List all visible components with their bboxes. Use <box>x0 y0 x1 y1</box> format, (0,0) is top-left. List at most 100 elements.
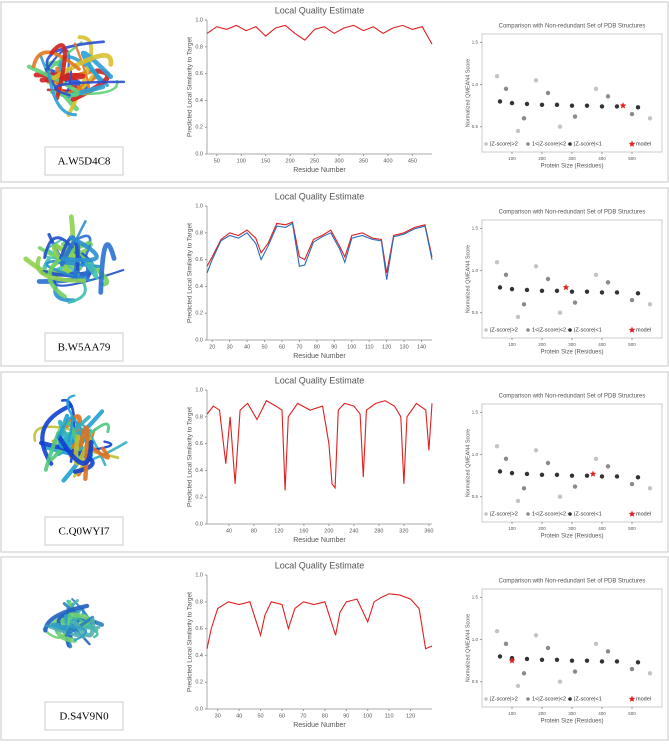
y-axis-label: Normalized QMEAN4 Score <box>465 429 471 497</box>
legend-label: |Z-score|<1 <box>574 511 602 517</box>
x-tick-label: 400 <box>598 156 606 161</box>
structure-point <box>524 656 530 662</box>
legend-label: |Z-score|>2 <box>490 327 518 333</box>
structure-point <box>647 116 653 121</box>
structure-point <box>572 300 578 305</box>
protein-ribbon <box>47 70 77 117</box>
structure-point <box>494 628 500 634</box>
y-tick-label: 0.2 <box>195 680 203 686</box>
panel-frame <box>0 1 669 183</box>
y-tick-label: 0.4 <box>195 98 203 104</box>
structure-point <box>497 654 503 659</box>
y-tick-label: 0.8 <box>195 230 203 236</box>
protein-ribbon <box>43 603 90 633</box>
structure-point <box>515 128 521 134</box>
legend-marker <box>526 697 530 701</box>
structure-point <box>614 290 620 295</box>
protein-ribbon <box>60 235 99 263</box>
x-tick-label: 300 <box>568 711 576 716</box>
x-tick-label: 80 <box>322 713 328 719</box>
structure-point <box>539 102 545 108</box>
structure-point <box>647 486 653 491</box>
y-tick-label: 0.8 <box>195 599 203 605</box>
quality-line <box>206 593 433 650</box>
legend-label: 1<|Z-score|<2 <box>532 511 566 517</box>
x-tick-label: 400 <box>598 711 606 716</box>
legend-marker <box>568 697 572 701</box>
y-tick-label: 1.0 <box>195 17 203 23</box>
y-tick-label: 0.2 <box>195 495 203 501</box>
structure-point <box>635 475 641 480</box>
y-tick-label: 1.5 <box>472 40 479 45</box>
y-tick-label: 0.6 <box>195 257 203 263</box>
x-tick-label: 320 <box>399 528 408 534</box>
structure-point <box>569 289 575 294</box>
structure-point <box>509 100 515 106</box>
protein-ribbon <box>54 80 126 97</box>
y-axis-label: Normalized QMEAN4 Score <box>465 245 471 313</box>
x-tick-label: 20 <box>209 344 215 350</box>
x-tick-label: 90 <box>343 713 349 719</box>
structure-point <box>605 280 611 285</box>
x-tick-label: 280 <box>374 528 383 534</box>
legend-label: |Z-score|<1 <box>574 696 602 702</box>
structure-point <box>521 302 527 307</box>
label-box <box>44 146 124 176</box>
x-tick-label: 40 <box>244 344 250 350</box>
structure-point <box>509 286 515 292</box>
y-tick-label: 1.5 <box>472 595 479 600</box>
y-tick-label: 1.0 <box>472 268 479 273</box>
chart-title: Local Quality Estimate <box>275 5 365 15</box>
x-tick-label: 30 <box>215 713 221 719</box>
structure-point <box>503 456 509 461</box>
chart-title: Comparison with Non-redundant Set of PDB… <box>499 24 646 30</box>
y-tick-label: 0.0 <box>195 706 203 712</box>
x-tick-label: 80 <box>314 344 320 350</box>
x-tick-label: 100 <box>508 711 516 716</box>
legend-marker <box>628 510 636 517</box>
structure-point <box>557 494 563 499</box>
x-tick-label: 30 <box>227 344 233 350</box>
x-axis-label: Residue Number <box>293 537 346 544</box>
protein-ribbon <box>87 443 110 460</box>
structure-point <box>614 104 620 109</box>
panel-label: B.W5AA79 <box>58 342 111 354</box>
structure-point <box>569 103 575 108</box>
x-tick-label: 40 <box>236 713 242 719</box>
protein-ribbon <box>56 434 94 466</box>
structure-point <box>539 288 545 293</box>
structure-point <box>605 464 611 469</box>
y-tick-label: 0.2 <box>195 125 203 131</box>
y-axis-label: Predicted Local Similarity to Target <box>187 37 194 137</box>
structure-point <box>629 297 635 303</box>
x-tick-label: 60 <box>279 713 285 719</box>
y-tick-label: 0.8 <box>195 44 203 50</box>
model-point <box>508 657 516 664</box>
y-tick-label: 0.5 <box>472 494 479 499</box>
protein-ribbon <box>80 50 114 84</box>
legend-label: 1<|Z-score|<2 <box>532 327 566 333</box>
panel-label: C.Q0WYI7 <box>58 526 110 538</box>
model-point <box>589 470 597 477</box>
protein-ribbon <box>53 268 125 287</box>
y-axis-label: Predicted Local Similarity to Target <box>187 407 194 507</box>
legend-marker <box>628 326 636 333</box>
x-tick-label: 360 <box>424 528 433 534</box>
x-tick-label: 300 <box>334 158 343 164</box>
y-tick-label: 0.5 <box>472 124 479 129</box>
structure-point <box>629 111 635 117</box>
y-axis-label: Predicted Local Similarity to Target <box>187 223 194 323</box>
legend-marker <box>526 328 530 332</box>
y-tick-label: 0.5 <box>472 679 479 684</box>
chart-title: Local Quality Estimate <box>275 191 365 201</box>
x-tick-label: 200 <box>286 158 295 164</box>
legend-label: model <box>636 696 651 702</box>
structure-point <box>593 641 599 646</box>
x-tick-label: 100 <box>508 342 516 347</box>
structure-point <box>557 124 563 129</box>
quality-line <box>206 222 433 280</box>
quality-line <box>206 221 433 274</box>
x-tick-label: 100 <box>363 713 372 719</box>
legend-marker <box>484 328 488 332</box>
x-axis-label: Protein Size (Residues) <box>540 534 603 540</box>
